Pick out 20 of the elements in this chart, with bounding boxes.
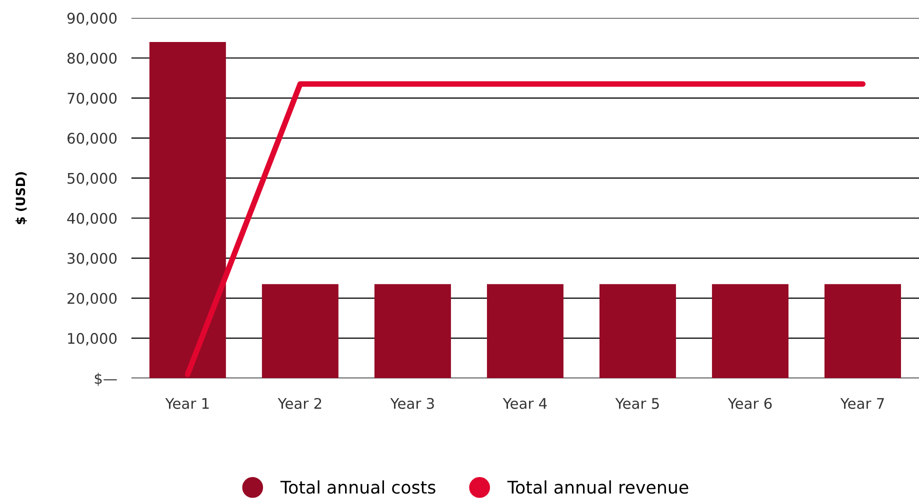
y-tick-label: 90,000: [67, 12, 117, 26]
y-tick-label: $—: [94, 372, 117, 386]
legend-label: Total annual costs: [280, 480, 436, 494]
x-tick-label: Year 7: [840, 398, 884, 409]
legend-label: Total annual revenue: [507, 480, 688, 494]
y-tick-label: 50,000: [68, 172, 117, 186]
y-tick-label: 70,000: [68, 92, 117, 106]
y-tick-label: 60,000: [68, 132, 117, 146]
x-tick-label: Year 6: [728, 398, 772, 409]
y-tick-label: 10,000: [68, 332, 117, 346]
y-axis-title: $ (USD): [16, 172, 27, 224]
x-tick-label: Year 5: [615, 398, 659, 409]
y-tick-label: 20,000: [68, 292, 117, 306]
x-tick-label: Year 4: [502, 398, 547, 409]
y-tick-label: 40,000: [67, 212, 117, 226]
x-tick-label: Year 3: [390, 398, 434, 409]
y-tick-label: 80,000: [67, 52, 117, 66]
y-tick-label: 30,000: [68, 252, 117, 266]
x-tick-label: Year 2: [278, 398, 322, 409]
x-tick-label: Year 1: [165, 398, 209, 409]
